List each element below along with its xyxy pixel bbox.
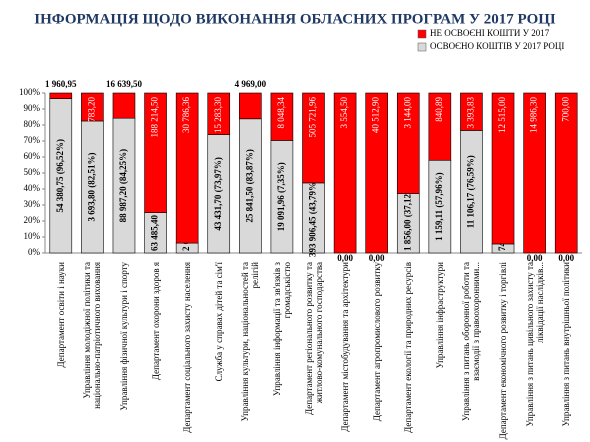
legend-label: НЕ ОСВОЄНІ КОШТИ У 2017 [430, 28, 550, 38]
value-label: 54 380,75 (96,52%) [55, 139, 65, 213]
value-label: 3 554,50 [339, 97, 349, 129]
x-tick-label: Управління молодіжної політики та націон… [82, 262, 103, 409]
bar-segment [460, 92, 483, 131]
value-label: 14 986,30 [529, 97, 539, 134]
bar-segment [396, 92, 420, 194]
bar-segment [491, 92, 515, 245]
y-tick-label: 90% [24, 103, 41, 113]
bar-segment [270, 92, 294, 141]
x-tick-label: Департамент економічного розвитку і торг… [498, 262, 509, 440]
bar-segment [333, 92, 357, 254]
x-tick-label: Департамент екології та природних ресурс… [403, 262, 414, 433]
value-label: 393 906,45 (43,79%) [308, 179, 318, 257]
x-tick-label: Служба у справах дітей та сім'ї [213, 262, 224, 382]
bar-segment [428, 92, 452, 161]
y-tick-label: 50% [24, 167, 41, 177]
value-label: 15 283,30 [213, 97, 223, 134]
value-label: 25 841,50 (83,87%) [244, 149, 254, 223]
bar-segment [239, 92, 262, 120]
value-label: 0,00 [337, 253, 353, 263]
legend-label: ОСВОЄНО КОШТІВ У 2017 РОЦІ [430, 41, 564, 51]
value-label: 30 786,36 [181, 97, 191, 134]
x-tick-label: Департамент освіти і науки [55, 262, 66, 368]
y-tick-label: 60% [24, 151, 41, 161]
value-label: 505 721,96 [308, 97, 318, 138]
value-label: 40 512,90 [371, 97, 381, 134]
value-label: 783,20 [86, 97, 96, 122]
x-tick-label: Управління з питань оборонної роботи та … [461, 262, 482, 422]
x-tick-label: Управління інформації та зв'язків з гром… [271, 262, 292, 397]
y-tick-label: 20% [24, 215, 41, 225]
value-label: 12 515,00 [497, 97, 507, 134]
y-tick-label: 70% [24, 135, 41, 145]
bar-segment [554, 92, 578, 254]
y-tick-label: 10% [24, 231, 41, 241]
bar-segment [365, 92, 388, 254]
value-label: 1 159,11 (57,96%) [434, 172, 444, 241]
x-tick-label: Управління інфраструктури [434, 262, 445, 369]
y-tick-label: 100% [19, 87, 41, 97]
x-tick-label: Департамент охорони здоров я [150, 262, 161, 381]
value-label: 3 693,80 (82,51%) [86, 152, 96, 221]
value-label: 700,00 [560, 97, 570, 122]
x-tick-label: Департамент містобудування та архітектур… [340, 262, 351, 432]
y-tick-label: 30% [24, 199, 41, 209]
value-label: 16 639,50 [106, 79, 143, 89]
x-tick-label: Управління культури, національностей та … [240, 262, 261, 422]
value-label: 19 091,96 (7,35%) [276, 162, 286, 231]
value-label: 8 048,34 [276, 97, 286, 129]
value-label: 11 106,17 (76,59%) [466, 155, 476, 228]
x-tick-label: Управління з питань цивільного захисту т… [524, 262, 545, 427]
bar-segment [81, 92, 104, 122]
bar-segment [144, 92, 167, 213]
value-label: 840,89 [434, 97, 444, 122]
bar-segment [523, 92, 546, 254]
legend-swatch [417, 42, 427, 52]
chart-title: ІНФОРМАЦІЯ ЩОДО ВИКОНАННЯ ОБЛАСНИХ ПРОГР… [34, 11, 556, 27]
bar-segment [207, 92, 231, 135]
y-tick-label: 0% [28, 247, 41, 257]
x-tick-label: Управління фізичної культури і спорту [118, 262, 129, 411]
value-label: 0,00 [527, 253, 543, 263]
value-label: 43 431,70 (73,97%) [213, 157, 223, 231]
value-label: 0,00 [369, 253, 385, 263]
value-label: 88 987,20 (84,25%) [118, 149, 128, 223]
bar-segment [49, 92, 73, 99]
bar-segment [112, 92, 136, 119]
y-tick-label: 40% [24, 183, 41, 193]
value-label: 63 485,40 (25,22%) [150, 178, 160, 252]
x-tick-label: Управління з питань внутрішньої політики [561, 262, 572, 427]
y-tick-label: 80% [24, 119, 41, 129]
value-label: 3 144,00 [402, 97, 412, 129]
value-label: 1 856,00 (37,12%) [402, 182, 412, 251]
value-label: 0,00 [558, 253, 574, 263]
value-label: 188 214,50 [150, 97, 160, 138]
legend-swatch [417, 29, 427, 39]
x-tick-label: Департамент соціального захисту населенн… [182, 262, 193, 433]
value-label: 4 969,00 [235, 79, 267, 89]
bar-segment [302, 92, 325, 184]
x-tick-label: Департамент регіонального розвитку та жи… [303, 262, 324, 415]
bar-segment [175, 92, 199, 244]
x-tick-label: Департамент агропромислового розвитку [371, 262, 382, 422]
value-label: 3 393,83 [466, 97, 476, 129]
value-label: 1 960,95 [45, 79, 77, 89]
